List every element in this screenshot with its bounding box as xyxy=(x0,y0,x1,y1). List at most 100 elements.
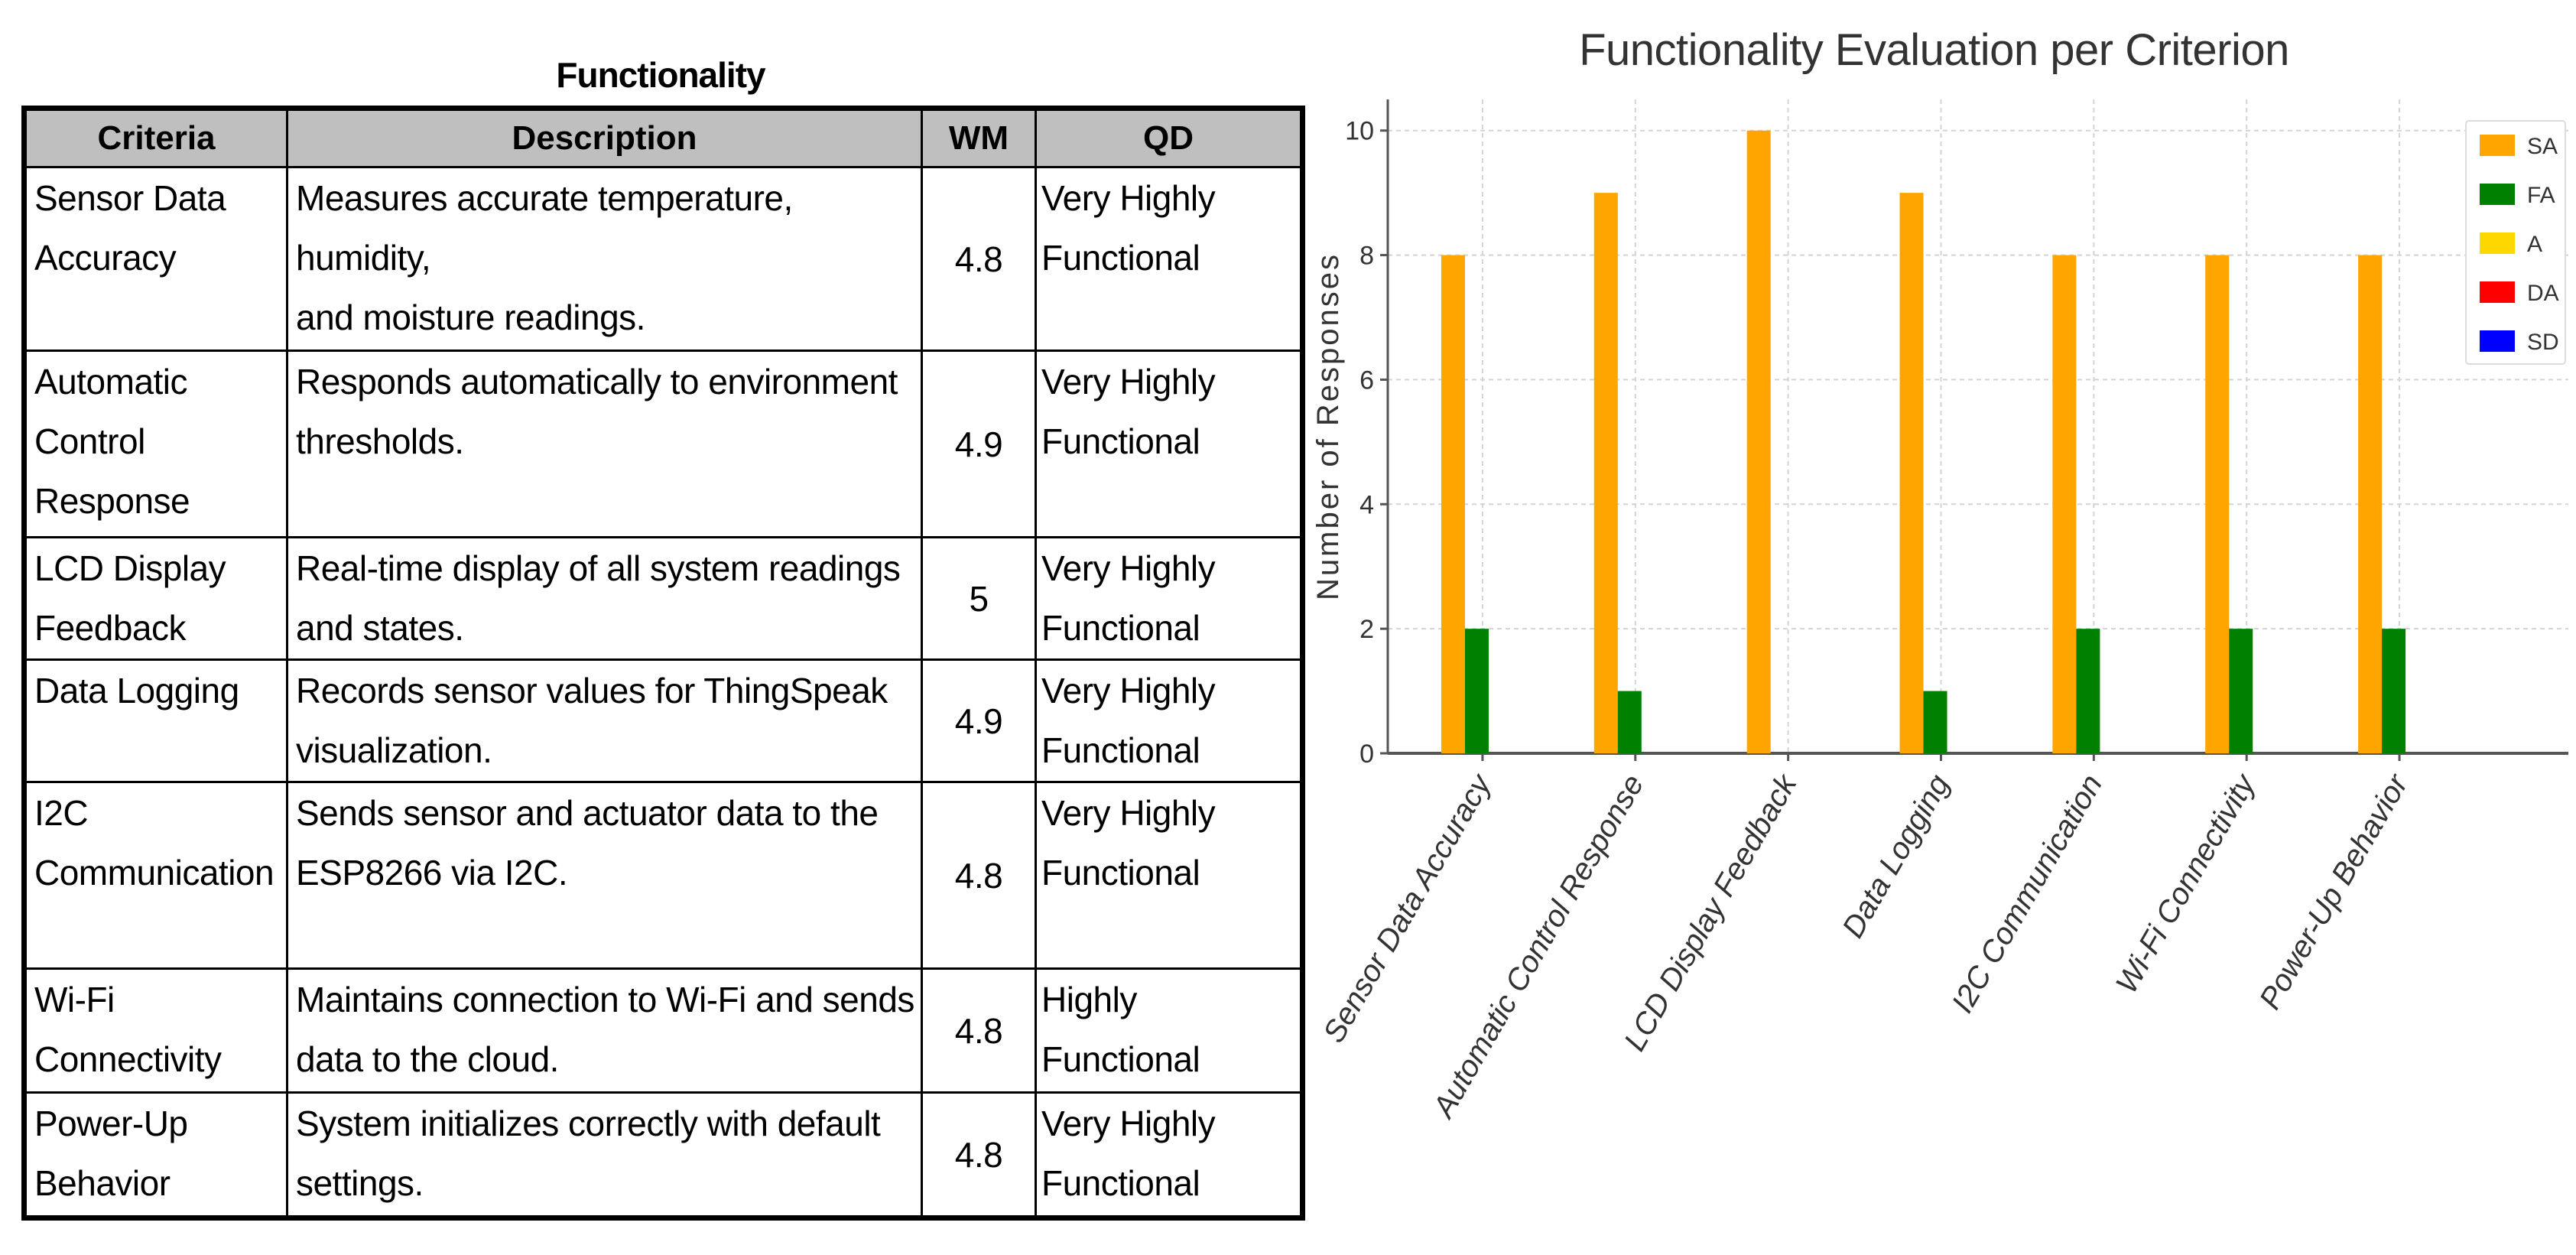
cell-qd: Very Highly Functional xyxy=(1035,350,1304,538)
header-qd: QD xyxy=(1035,107,1304,168)
cell-text-line: 4.9 xyxy=(954,424,1003,464)
table-title: Functionality xyxy=(556,55,765,95)
bar-fa xyxy=(1464,629,1489,753)
header-description: Description xyxy=(286,107,923,168)
bar-fa xyxy=(2076,629,2100,753)
cell-text-line: 4.8 xyxy=(954,1134,1003,1175)
bar-sa xyxy=(1746,130,1771,753)
x-tick-label: Wi-Fi Connectivity xyxy=(2110,767,2263,999)
bar-fa xyxy=(1923,691,1947,753)
cell-text-line: thresholds. xyxy=(296,421,464,461)
header-criteria: Criteria xyxy=(23,107,288,168)
cell-text-line: Wi-Fi xyxy=(34,980,115,1019)
y-tick-label: 6 xyxy=(1359,366,1374,395)
cell-text-line: Sends sensor and actuator data to the xyxy=(296,793,879,833)
cell-qd: Very Highly Functional xyxy=(1035,1091,1304,1219)
header-wm: WM xyxy=(921,107,1037,168)
cell-text-line: Highly Functional xyxy=(1041,980,1200,1079)
legend-label-a: A xyxy=(2527,232,2542,257)
cell-criteria: Automatic Control Response xyxy=(23,350,288,538)
cell-qd: Very Highly Functional xyxy=(1035,536,1304,661)
cell-text-line: Functional xyxy=(1041,1163,1200,1203)
cell-text-line: Maintains connection to Wi-Fi and sends xyxy=(296,980,914,1019)
table-row: Automatic Control Response Responds automat… xyxy=(23,350,1304,538)
cell-text-line: ESP8266 via I2C. xyxy=(296,853,568,892)
cell-text-line: Power-Up xyxy=(34,1104,188,1143)
cell-wm: 4.9 xyxy=(921,658,1037,783)
table-row: Data Logging Records sensor values for Th… xyxy=(23,658,1304,783)
legend-swatch-fa xyxy=(2480,184,2515,205)
cell-text-line: and states. xyxy=(296,608,464,648)
cell-text-line: Very Highly xyxy=(1041,362,1216,402)
y-axis-label: Number of Responses xyxy=(1311,252,1345,600)
table-body: Sensor Data Accuracy Measures accurate tem… xyxy=(23,166,1304,1219)
bar-sa xyxy=(1899,193,1924,754)
x-tick-label: Power-Up Behavior xyxy=(2253,768,2415,1015)
cell-description: Measures accurate temperature, humidity,… xyxy=(286,166,923,352)
table-row: Wi-Fi Connectivity Maintains connection to… xyxy=(23,967,1304,1094)
bar-fa xyxy=(2382,629,2406,753)
bar-sa xyxy=(2358,255,2383,754)
cell-criteria: Power-Up Behavior xyxy=(23,1091,288,1219)
bar-sa xyxy=(2052,255,2077,754)
cell-text-line: Records sensor values for ThingSpeak xyxy=(296,671,888,710)
legend-box xyxy=(2465,120,2566,365)
cell-text-line: Sensor Data xyxy=(34,178,226,218)
cell-qd: Very Highly Functional xyxy=(1035,658,1304,783)
table-row: Power-Up Behavior System initializes corre… xyxy=(23,1091,1304,1219)
legend-label-da: DA xyxy=(2527,281,2559,306)
functionality-table: Criteria Description WM QD Sensor Data Ac… xyxy=(21,106,1305,1221)
chart-title: Functionality Evaluation per Criterion xyxy=(1579,25,2289,75)
cell-criteria: Wi-Fi Connectivity xyxy=(23,967,288,1094)
cell-wm: 4.9 xyxy=(921,350,1037,538)
legend-swatch-da xyxy=(2480,281,2515,303)
x-tick-label: LCD Display Feedback xyxy=(1618,768,1804,1057)
bar-fa xyxy=(2229,629,2253,753)
cell-description: Records sensor values for ThingSpeak visu… xyxy=(286,658,923,783)
table-row: LCD Display Feedback Real-time display of … xyxy=(23,536,1304,661)
cell-text-line: I2C xyxy=(34,793,89,833)
legend-label-sa: SA xyxy=(2527,134,2558,159)
x-tick-label: I2C Communication xyxy=(1945,769,2109,1019)
cell-criteria: I2C Communication xyxy=(23,781,288,970)
cell-wm: 4.8 xyxy=(921,166,1037,352)
cell-text-line: 4.8 xyxy=(954,1010,1003,1051)
y-tick-label: 4 xyxy=(1359,490,1374,519)
cell-text-line: Very Highly xyxy=(1041,793,1216,833)
x-tick-label: Sensor Data Accuracy xyxy=(1317,767,1499,1049)
cell-text-line: Functional xyxy=(1041,730,1200,770)
cell-text-line: Connectivity xyxy=(34,1039,222,1079)
cell-wm: 5 xyxy=(921,536,1037,661)
cell-text-line: Behavior xyxy=(34,1163,171,1203)
cell-text-line: Functional xyxy=(1041,608,1200,648)
bar-chart: 0 2 4 6 8 10 Number of Responses Sensor Data Ac… xyxy=(1311,99,2568,1124)
cell-criteria: Sensor Data Accuracy xyxy=(23,166,288,352)
cell-qd: Highly Functional xyxy=(1035,967,1304,1094)
cell-text-line: 5 xyxy=(969,578,989,619)
table-row: I2C Communication Sends sensor and actuato… xyxy=(23,781,1304,970)
cell-text-line: Very Highly xyxy=(1041,548,1216,588)
cell-text-line: visualization. xyxy=(296,730,492,770)
cell-text-line: Automatic xyxy=(34,362,188,402)
cell-text-line: Real-time display of all system readings xyxy=(296,548,901,588)
cell-text-line: settings. xyxy=(296,1163,424,1203)
legend-swatch-a xyxy=(2480,232,2515,254)
cell-text-line: Response xyxy=(34,481,190,521)
cell-description: Real-time display of all system readings… xyxy=(286,536,923,661)
cell-text-line: Accuracy xyxy=(34,238,177,278)
cell-text-line: Functional xyxy=(1041,238,1200,278)
functionality-table-panel: Functionality Criteria Description WM QD… xyxy=(21,44,1305,1221)
cell-description: Responds automatically to environment thr… xyxy=(286,350,923,538)
legend-label-fa: FA xyxy=(2527,183,2555,208)
cell-description: System initializes correctly with defaul… xyxy=(286,1091,923,1219)
cell-wm: 4.8 xyxy=(921,967,1037,1094)
cell-text-line: Measures accurate temperature, humidity, xyxy=(296,178,793,278)
y-tick-label: 0 xyxy=(1359,740,1374,769)
cell-text-line: Very Highly xyxy=(1041,178,1216,218)
cell-text-line: Data Logging xyxy=(34,671,239,710)
cell-text-line: and moisture readings. xyxy=(296,297,645,337)
y-tick-label: 8 xyxy=(1359,242,1374,271)
cell-description: Sends sensor and actuator data to the ESP… xyxy=(286,781,923,970)
cell-text-line: 4.8 xyxy=(954,855,1003,896)
cell-text-line: Communication xyxy=(34,853,274,892)
